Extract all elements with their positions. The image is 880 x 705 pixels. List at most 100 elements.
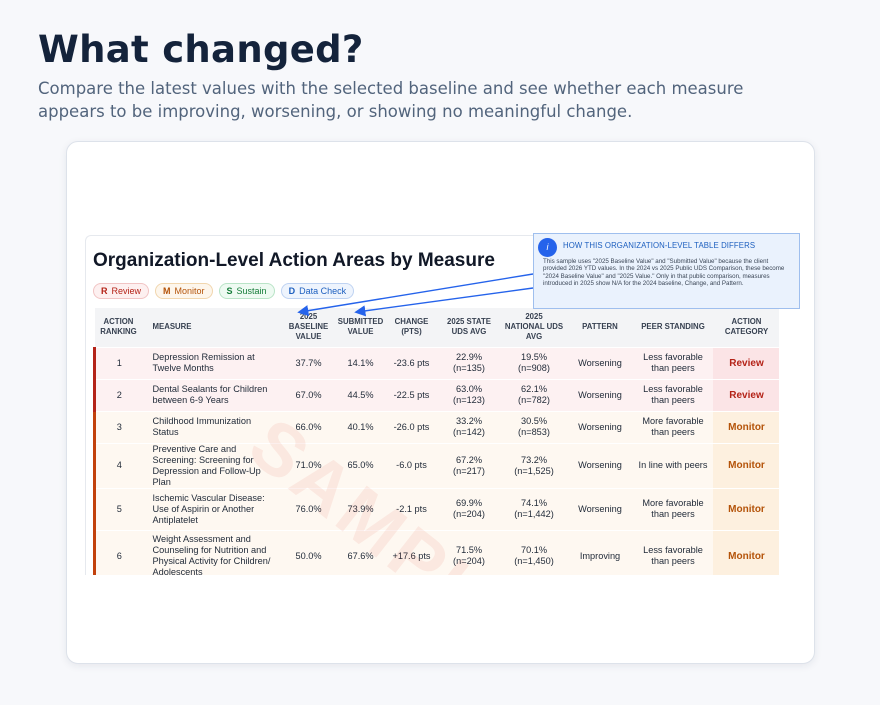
legend-label: Sustain bbox=[236, 286, 267, 296]
column-header: Pattern bbox=[566, 308, 634, 347]
legend-data-check: D Data Check bbox=[280, 283, 355, 299]
rank-cell: 3 bbox=[93, 410, 143, 443]
baseline-cell: 50.0% bbox=[282, 529, 335, 575]
state-avg-n: (n=204) bbox=[453, 509, 485, 519]
peer-cell: Less favorable than peers bbox=[633, 529, 713, 575]
column-header: 2025 Baseline Value bbox=[282, 308, 335, 347]
state-avg-cell: 22.9% (n=135) bbox=[436, 346, 502, 379]
peer-cell: More favorable than peers bbox=[633, 487, 713, 530]
national-avg-n: (n=782) bbox=[518, 395, 550, 405]
change-cell: -26.0 pts bbox=[386, 410, 437, 443]
state-avg-value: 67.2% bbox=[455, 454, 483, 465]
category-legend: R Review M Monitor S Sustain D Data Check bbox=[93, 283, 355, 299]
change-cell: +17.6 pts bbox=[386, 529, 437, 575]
rank-cell: 2 bbox=[93, 378, 143, 411]
legend-sustain: S Sustain bbox=[218, 283, 275, 299]
measure-cell: Dental Sealants for Children between 6-9… bbox=[142, 378, 283, 411]
legend-label: Monitor bbox=[174, 286, 205, 296]
national-avg-n: (n=908) bbox=[518, 363, 550, 373]
baseline-cell: 66.0% bbox=[282, 410, 335, 443]
action-areas-table: Action Ranking Measure 2025 Baseline Val… bbox=[93, 308, 779, 575]
table-row: 2 Dental Sealants for Children between 6… bbox=[93, 378, 779, 411]
category-cell: Review bbox=[712, 378, 779, 411]
info-icon: i bbox=[538, 238, 557, 257]
state-avg-cell: 71.5% (n=204) bbox=[436, 529, 502, 575]
baseline-cell: 71.0% bbox=[282, 442, 335, 488]
state-avg-value: 33.2% bbox=[455, 416, 483, 426]
measure-cell: Depression Remission at Twelve Months bbox=[142, 346, 283, 379]
callout-title: How this organization-level table differ… bbox=[563, 241, 756, 250]
state-avg-cell: 69.9% (n=204) bbox=[436, 487, 502, 530]
column-header: Action Ranking bbox=[94, 308, 143, 347]
column-header: Measure bbox=[142, 308, 283, 347]
state-avg-n: (n=123) bbox=[453, 395, 485, 405]
legend-label: Data Check bbox=[299, 286, 347, 296]
national-avg-cell: 70.1% (n=1,450) bbox=[501, 529, 567, 575]
state-avg-value: 63.0% bbox=[455, 384, 483, 394]
submitted-cell: 65.0% bbox=[334, 442, 387, 488]
category-cell: Review bbox=[712, 346, 779, 379]
legend-review: R Review bbox=[93, 283, 150, 299]
legend-letter: D bbox=[288, 286, 296, 296]
peer-cell: Less favorable than peers bbox=[633, 346, 713, 379]
callout-body: This sample uses "2025 Baseline Value" a… bbox=[543, 258, 785, 287]
peer-cell: Less favorable than peers bbox=[633, 378, 713, 411]
national-avg-n: (n=1,525) bbox=[514, 465, 554, 476]
national-avg-n: (n=1,450) bbox=[514, 556, 554, 567]
submitted-cell: 73.9% bbox=[334, 487, 387, 530]
legend-letter: R bbox=[101, 286, 108, 296]
submitted-cell: 40.1% bbox=[334, 410, 387, 443]
document-title: Organization-Level Action Areas by Measu… bbox=[93, 250, 495, 271]
national-avg-value: 73.2% bbox=[520, 454, 548, 465]
column-header: Submitted Value bbox=[334, 308, 387, 347]
measure-cell: Weight Assessment and Counseling for Nut… bbox=[142, 529, 283, 575]
state-avg-n: (n=204) bbox=[453, 556, 485, 567]
national-avg-value: 19.5% bbox=[520, 352, 548, 362]
peer-cell: More favorable than peers bbox=[633, 410, 713, 443]
pattern-cell: Worsening bbox=[566, 346, 634, 379]
state-avg-n: (n=135) bbox=[453, 363, 485, 373]
national-avg-cell: 62.1% (n=782) bbox=[501, 378, 567, 411]
legend-letter: M bbox=[163, 286, 171, 296]
state-avg-cell: 67.2% (n=217) bbox=[436, 442, 502, 488]
measure-cell: Preventive Care and Screening: Screening… bbox=[142, 442, 283, 488]
measure-cell: Childhood Immunization Status bbox=[142, 410, 283, 443]
page-subtitle: Compare the latest values with the selec… bbox=[38, 79, 744, 121]
measure-cell: Ischemic Vascular Disease: Use of Aspiri… bbox=[142, 487, 283, 530]
national-avg-cell: 30.5% (n=853) bbox=[501, 410, 567, 443]
national-avg-cell: 19.5% (n=908) bbox=[501, 346, 567, 379]
legend-label: Review bbox=[111, 286, 142, 296]
table-row: 6 Weight Assessment and Counseling for N… bbox=[93, 529, 779, 575]
rank-cell: 6 bbox=[93, 529, 143, 575]
rank-cell: 4 bbox=[93, 442, 143, 488]
table-row: 4 Preventive Care and Screening: Screeni… bbox=[93, 442, 779, 488]
pattern-cell: Worsening bbox=[566, 442, 634, 488]
national-avg-value: 30.5% bbox=[520, 416, 548, 426]
legend-letter: S bbox=[226, 286, 233, 296]
pattern-cell: Improving bbox=[566, 529, 634, 575]
table-container: Action Ranking Measure 2025 Baseline Val… bbox=[93, 308, 779, 575]
state-avg-value: 22.9% bbox=[455, 352, 483, 362]
table-row: 1 Depression Remission at Twelve Months … bbox=[93, 346, 779, 379]
category-cell: Monitor bbox=[712, 529, 779, 575]
category-cell: Monitor bbox=[712, 442, 779, 488]
change-cell: -2.1 pts bbox=[386, 487, 437, 530]
page-title: What changed? bbox=[38, 28, 364, 71]
column-header: Peer Standing bbox=[633, 308, 713, 347]
column-header: 2025 National UDS Avg bbox=[501, 308, 567, 347]
national-avg-value: 74.1% bbox=[520, 498, 548, 508]
table-header-row: Action Ranking Measure 2025 Baseline Val… bbox=[94, 308, 779, 347]
callout-note: i How this organization-level table diff… bbox=[533, 233, 800, 309]
legend-monitor: M Monitor bbox=[155, 283, 213, 299]
state-avg-cell: 63.0% (n=123) bbox=[436, 378, 502, 411]
pattern-cell: Worsening bbox=[566, 378, 634, 411]
column-header: Change (pts) bbox=[386, 308, 437, 347]
change-cell: -6.0 pts bbox=[386, 442, 437, 488]
national-avg-cell: 74.1% (n=1,442) bbox=[501, 487, 567, 530]
table-row: 3 Childhood Immunization Status 66.0% 40… bbox=[93, 410, 779, 443]
national-avg-cell: 73.2% (n=1,525) bbox=[501, 442, 567, 488]
column-header: Action Category bbox=[712, 308, 779, 347]
figure-card: Organization-Level Action Areas by Measu… bbox=[66, 141, 815, 664]
baseline-cell: 37.7% bbox=[282, 346, 335, 379]
state-avg-cell: 33.2% (n=142) bbox=[436, 410, 502, 443]
